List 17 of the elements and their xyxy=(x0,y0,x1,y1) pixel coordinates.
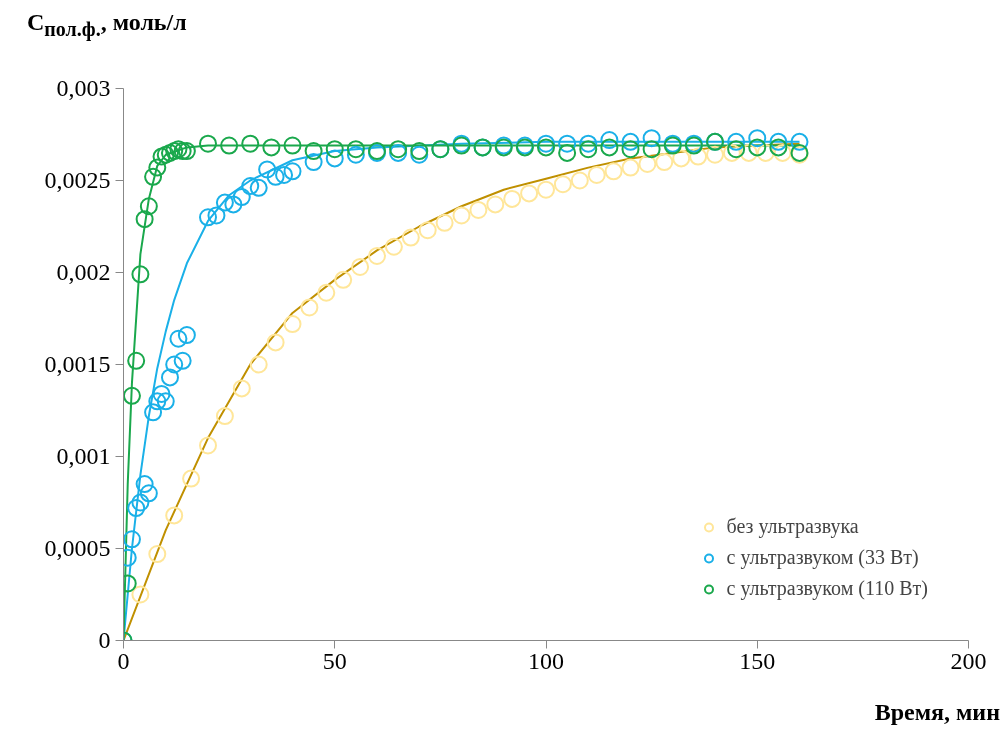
y-tick-label: 0,002 xyxy=(56,259,111,285)
x-axis-title: Время, мин xyxy=(874,699,1000,725)
legend-label: с ультразвуком (33 Вт) xyxy=(726,546,919,569)
y-tick-label: 0,0015 xyxy=(44,351,111,377)
x-tick-label: 200 xyxy=(950,647,987,674)
y-tick-label: 0 xyxy=(98,627,111,653)
x-tick-label: 50 xyxy=(322,647,347,674)
x-tick-label: 150 xyxy=(739,647,776,674)
y-tick-label: 0,001 xyxy=(56,443,111,469)
y-axis-title: C$_{пол.ф.}$, моль/л xyxy=(27,9,187,40)
y-tick-label: 0,0025 xyxy=(44,167,111,193)
legend-label: с ультразвуком (110 Вт) xyxy=(726,577,928,600)
y-tick-label: 0,0005 xyxy=(44,535,111,561)
x-tick-label: 100 xyxy=(528,647,564,674)
x-tick-label: 0 xyxy=(117,647,130,674)
legend-label: без ультразвука xyxy=(726,515,859,538)
y-tick-label: 0,003 xyxy=(56,75,111,101)
